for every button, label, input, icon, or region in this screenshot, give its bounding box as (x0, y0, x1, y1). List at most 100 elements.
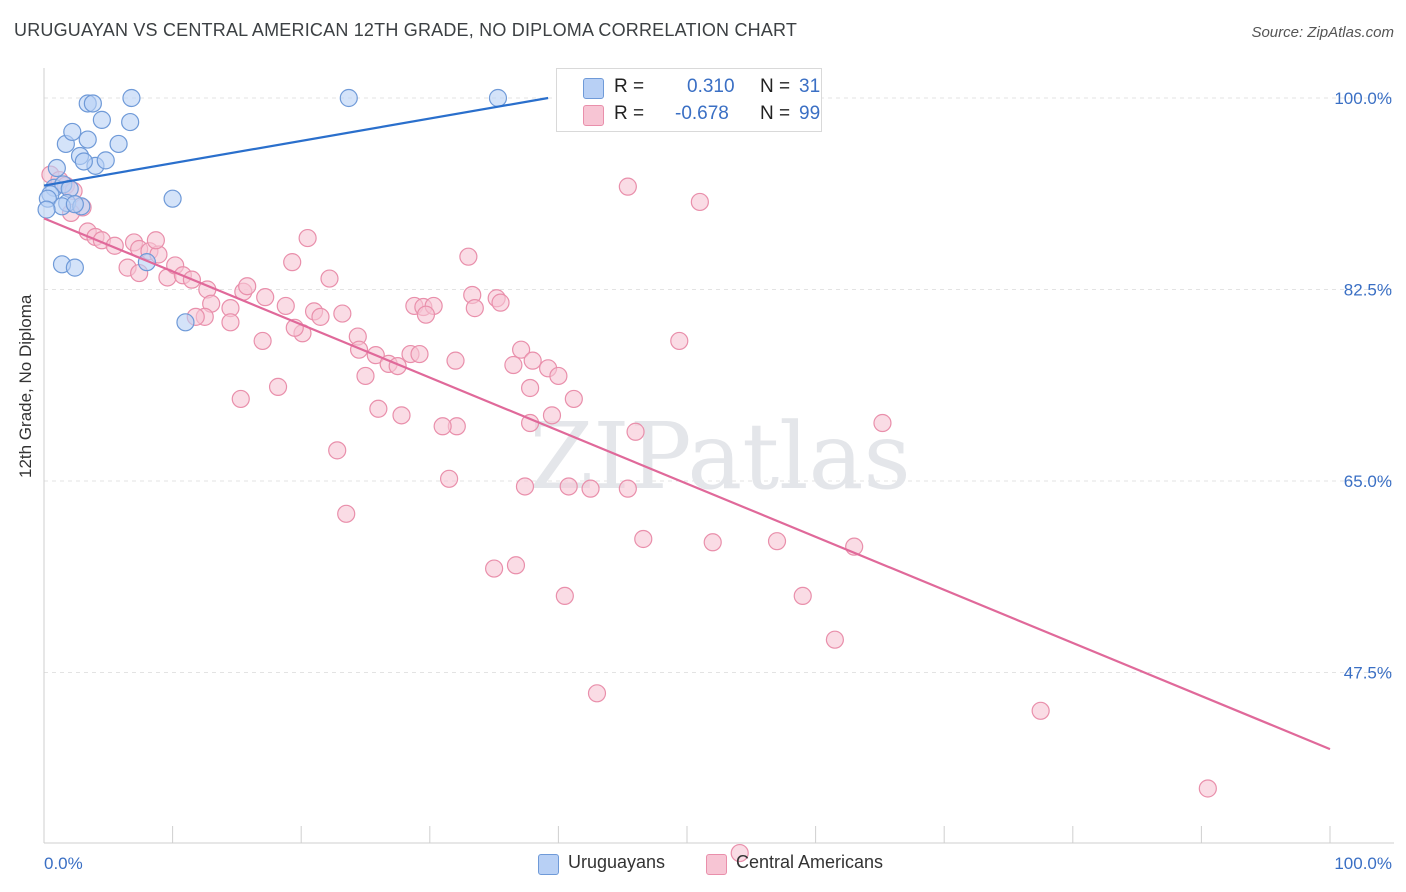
central-americans-point (521, 378, 540, 398)
central-americans-point (618, 177, 637, 196)
central-americans-point (416, 305, 436, 324)
central-americans-point (618, 479, 637, 498)
central-americans-point (146, 231, 165, 250)
uruguayans-point (47, 158, 66, 178)
uruguayans-point (96, 151, 115, 170)
central-americans-point (730, 843, 749, 863)
central-americans-point (221, 313, 240, 332)
bottom-legend-uruguayans: Uruguayans (538, 852, 666, 875)
central-americans-point (825, 630, 844, 649)
series-label: Uruguayans (568, 852, 666, 872)
uruguayans-point (83, 94, 102, 113)
central-americans-point (311, 307, 330, 326)
central-americans-point (465, 299, 484, 318)
y-tick-labels: 100.0% 82.5% 65.0% 47.5% (1334, 89, 1392, 683)
n-value: 31 (799, 76, 821, 97)
y-tick-label: 65.0% (1344, 472, 1392, 491)
uruguayans-trend-line (43, 96, 549, 187)
trend-lines (43, 96, 1331, 751)
x-tick-label: 100.0% (1334, 854, 1392, 873)
uruguayans-point (65, 258, 84, 277)
central-americans-point (446, 351, 465, 370)
central-americans-trend-line (43, 217, 1331, 751)
central-americans-point (349, 340, 369, 359)
n-label: N = (760, 76, 791, 97)
central-americans-point (459, 247, 478, 266)
uruguayans-point (63, 122, 82, 142)
central-americans-point (587, 684, 607, 703)
central-americans-point (504, 355, 523, 375)
central-americans-swatch (706, 854, 727, 875)
r-label: R = (614, 76, 645, 97)
uruguayans-point (78, 130, 97, 149)
central-americans-point (439, 469, 459, 488)
central-americans-point (433, 417, 452, 436)
y-tick-label: 47.5% (1344, 664, 1392, 683)
chart-title: URUGUAYAN VS CENTRAL AMERICAN 12TH GRADE… (14, 20, 798, 40)
r-value: -0.678 (675, 103, 729, 124)
uruguayans-swatch (583, 78, 604, 99)
uruguayans-point (65, 195, 84, 214)
central-americans-point (542, 406, 562, 425)
central-americans-point (337, 504, 356, 523)
uruguayans-point (163, 189, 182, 208)
uruguayans-point (122, 88, 141, 108)
gridlines (44, 97, 1394, 673)
central-americans-swatch (583, 105, 604, 126)
central-americans-point (253, 331, 272, 351)
central-americans-point (793, 586, 812, 606)
central-americans-point (283, 253, 302, 272)
central-americans-point (256, 288, 275, 307)
central-americans-point (581, 479, 600, 498)
r-label: R = (614, 103, 645, 124)
central-americans-point (485, 559, 504, 578)
uruguayans-point (488, 88, 508, 108)
central-americans-point (515, 477, 535, 496)
central-americans-point (410, 344, 429, 364)
central-americans-point (369, 399, 388, 418)
central-americans-point (333, 304, 352, 323)
central-americans-point (523, 351, 542, 370)
central-americans-point (320, 269, 339, 288)
x-tick-labels: 0.0% 100.0% (44, 854, 1392, 873)
source-label: Source: ZipAtlas.com (1251, 24, 1394, 41)
uruguayans-point (109, 134, 128, 154)
central-americans-point (512, 340, 531, 359)
series-label: Central Americans (736, 852, 884, 872)
central-americans-point (690, 192, 709, 212)
central-americans-point (555, 586, 574, 606)
uruguayans-swatch (538, 854, 559, 875)
uruguayans-point (176, 313, 195, 332)
central-americans-points (41, 165, 1217, 863)
central-americans-point (549, 366, 568, 386)
central-americans-point (626, 422, 645, 441)
central-americans-point (506, 556, 526, 575)
y-tick-label: 82.5% (1344, 281, 1392, 300)
uruguayans-point (74, 152, 93, 171)
central-americans-point (1198, 779, 1217, 798)
n-label: N = (760, 103, 791, 124)
central-americans-point (1031, 701, 1050, 720)
central-americans-point (392, 406, 411, 425)
uruguayans-point (37, 200, 56, 219)
central-americans-point (231, 389, 250, 409)
uruguayans-point (339, 88, 358, 108)
central-americans-point (670, 331, 689, 351)
r-value: 0.310 (687, 76, 735, 97)
uruguayans-points (37, 88, 508, 332)
central-americans-point (356, 366, 375, 386)
central-americans-point (268, 377, 288, 396)
correlation-legend: R = 0.310 N = 31 R = -0.678 N = 99 (556, 68, 822, 132)
bottom-legend-central-americans: Central Americans (706, 852, 884, 875)
central-americans-point (238, 277, 257, 296)
y-tick-label: 100.0% (1334, 89, 1392, 108)
legend-row-central-americans: R = -0.678 N = 99 (583, 103, 820, 126)
central-americans-point (559, 477, 578, 496)
n-value: 99 (799, 103, 821, 124)
central-americans-point (491, 293, 510, 312)
central-americans-point (703, 533, 722, 552)
central-americans-point (767, 532, 787, 551)
central-americans-point (634, 529, 653, 549)
central-americans-point (873, 413, 892, 433)
